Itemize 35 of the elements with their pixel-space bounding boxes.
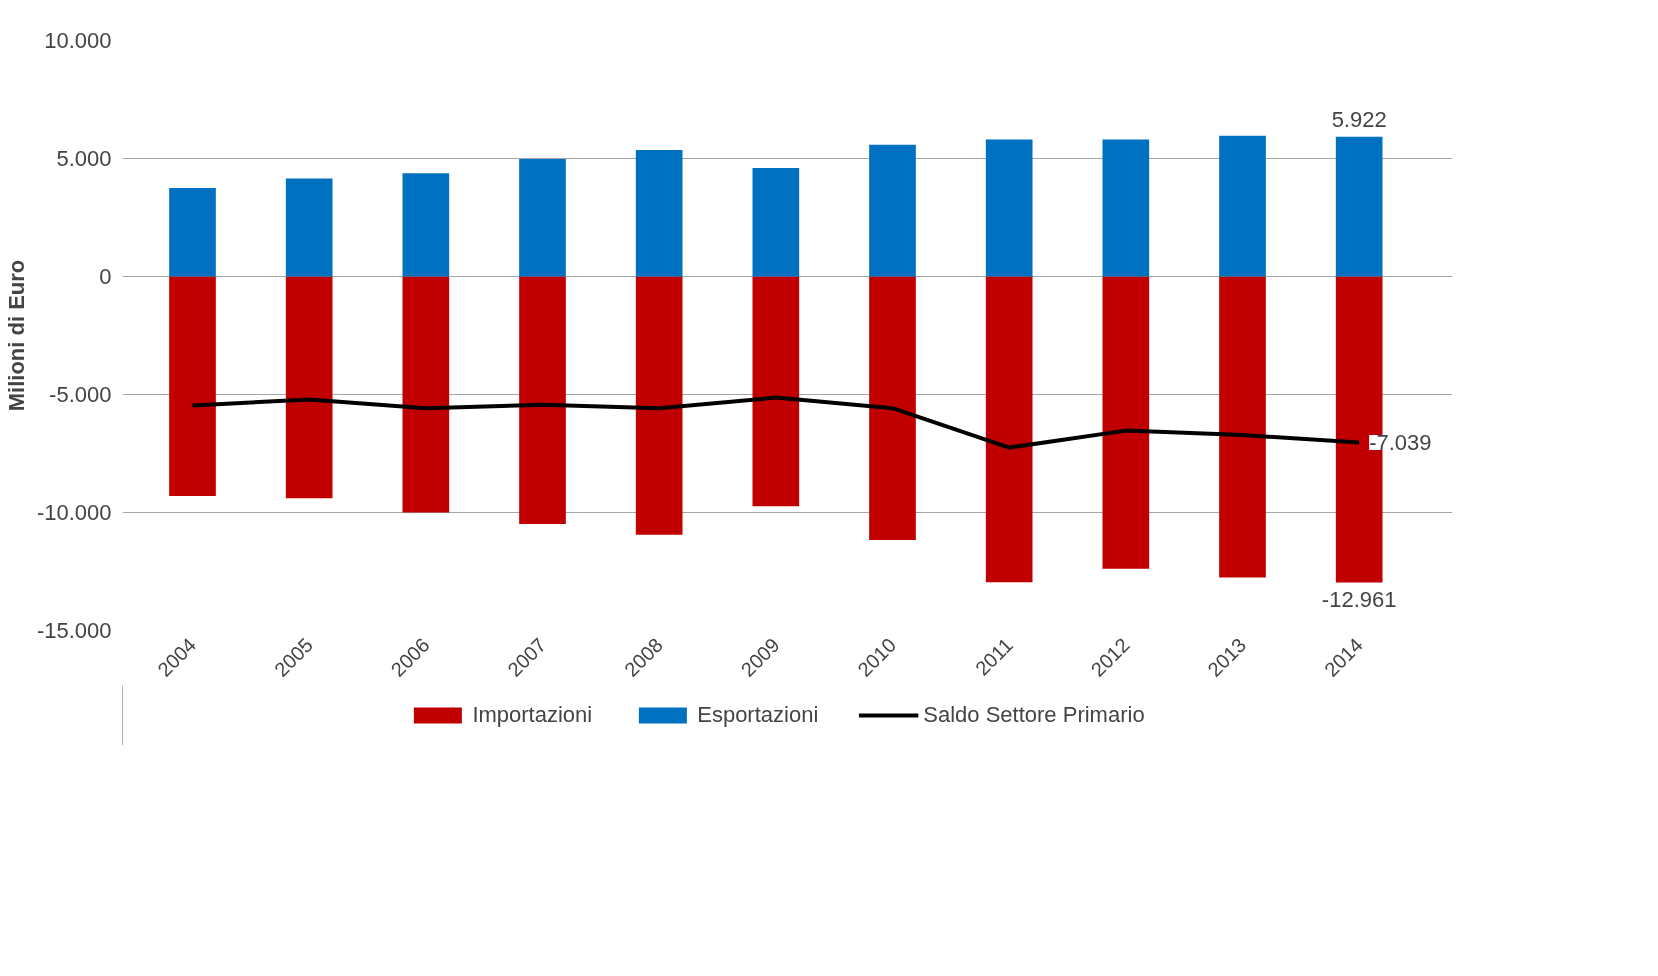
bar: [869, 144, 916, 277]
bar: [635, 150, 683, 277]
bar: [752, 276, 800, 507]
y-tick-label: -10.000: [36, 500, 112, 525]
bar: [752, 167, 800, 277]
bar: [1102, 276, 1150, 569]
bar: [519, 276, 566, 525]
line-series: [190, 395, 1362, 450]
bar: [1219, 276, 1266, 578]
data-label: -12.961: [1321, 587, 1397, 613]
bar: [985, 276, 1033, 583]
bar: [985, 139, 1033, 277]
bar: [1102, 139, 1150, 277]
bar: [169, 188, 216, 277]
y-axis-title: Milioni di Euro: [3, 259, 29, 412]
y-tick-label: 5.000: [56, 146, 112, 171]
y-tick-label: 0: [99, 264, 112, 289]
bar: [402, 276, 450, 513]
y-tick-label: 10.000: [44, 28, 112, 53]
bar: [519, 158, 566, 277]
bar: [869, 276, 916, 541]
data-label: 5.922: [1331, 106, 1387, 132]
y-tick-label: -5.000: [49, 382, 112, 407]
data-label: -7.039: [1369, 430, 1432, 456]
legend-label: Esportazioni: [697, 702, 819, 728]
legend-label: Importazioni: [472, 702, 593, 728]
bar: [1335, 136, 1383, 277]
legend-label: Saldo Settore Primario: [923, 702, 1145, 728]
bar: [1219, 135, 1266, 277]
bar: [402, 173, 450, 277]
bar: [635, 276, 683, 535]
bar: [169, 276, 216, 496]
bar: [285, 276, 333, 499]
bar: [285, 178, 333, 277]
y-tick-label: -15.000: [36, 618, 112, 643]
